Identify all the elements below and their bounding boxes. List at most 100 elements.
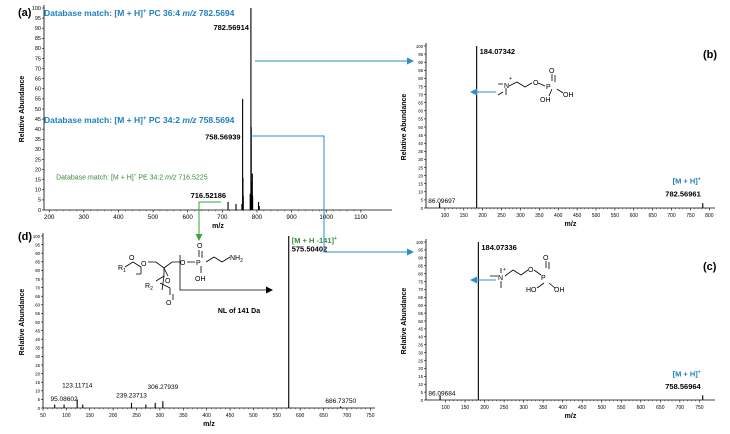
y-tick-label: 0: [38, 406, 41, 411]
nitrogen-charge-b: +: [509, 76, 512, 82]
x-axis-label: m/z: [203, 421, 215, 428]
y-tick-label: 20: [418, 366, 423, 371]
y-tick-label: 85: [418, 264, 423, 269]
y-tick-label: 90: [35, 251, 40, 256]
x-tick-label: 200: [109, 413, 118, 419]
x-tick-label: 300: [156, 413, 165, 419]
peak-annotation: 86.09697: [428, 198, 455, 205]
x-tick-label: 900: [286, 214, 297, 221]
x-tick-label: 750: [695, 405, 704, 411]
y-tick-label: 100: [33, 234, 41, 239]
nitrogen-c: N: [498, 275, 503, 282]
hydroxyl-left-c: HO: [526, 287, 537, 294]
arrow-758-to-panel-c: [251, 135, 414, 256]
x-tick-label: 550: [273, 413, 282, 419]
peak-annotation: 306.27939: [147, 384, 178, 391]
y-tick-label: 75: [35, 56, 41, 62]
y-tick-label: 45: [418, 133, 423, 138]
y-tick-label: 5: [38, 198, 41, 204]
x-tick-label: 100: [441, 405, 450, 411]
y-tick-label: 55: [418, 311, 423, 316]
x-axis-label: m/z: [212, 223, 224, 230]
y-tick-label: 90: [418, 256, 423, 261]
y-tick-label: 30: [418, 157, 423, 162]
r1-group: R1: [118, 265, 126, 274]
oxygen-glycerol: O: [180, 260, 186, 267]
x-tick-label: 600: [296, 413, 305, 419]
y-tick-label: 60: [35, 87, 41, 93]
panel-label: (c): [703, 261, 717, 273]
neutral-loss-label: NL of 141 Da: [218, 308, 260, 315]
peak-annotation: 184.07336: [481, 243, 516, 252]
peak-annotation: 575.50402: [292, 244, 327, 253]
x-tick-label: 150: [460, 213, 469, 219]
oxygen-ester-b: O: [533, 80, 539, 87]
phosphorus-b: P: [546, 84, 551, 91]
y-tick-label: 80: [418, 271, 423, 276]
y-tick-label: 50: [35, 320, 40, 325]
panel-b-spectrum: 0 5 10 15 20 25 30 35 40 45 50 55 60 65 70 75 80 85 90 95 10…: [401, 43, 717, 228]
y-tick-label: 100: [32, 6, 41, 12]
x-tick-label: 350: [539, 405, 548, 411]
x-tick-label: 800: [705, 213, 714, 219]
y-axis-label: Relative Abundance: [19, 289, 26, 356]
x-tick-label: 100: [62, 413, 71, 419]
lipid-structure-d: R1 O O R2 O O O P O OH NH2: [118, 243, 273, 307]
x-tick-label: 200: [478, 213, 487, 219]
panel-label: (b): [703, 49, 717, 61]
y-tick-label: 30: [35, 147, 41, 153]
x-tick-label: 600: [630, 213, 639, 219]
y-tick-label: 55: [35, 311, 40, 316]
x-tick-label: 300: [516, 213, 525, 219]
oxygen-ester-1: O: [141, 261, 147, 268]
y-tick-label: 65: [418, 295, 423, 300]
y-tick-label: 15: [35, 380, 40, 385]
x-tick-label: 250: [497, 213, 506, 219]
ion-label: [M + H]+: [673, 369, 701, 378]
y-tick-label: 50: [418, 319, 423, 324]
y-tick-label: 70: [418, 287, 423, 292]
peak-annotation: 782.56961: [665, 190, 700, 199]
y-tick-label: 25: [35, 157, 41, 163]
y-axis-label: Relative Abundance: [401, 288, 408, 355]
y-tick-label: 40: [35, 337, 40, 342]
phosphocholine-structure-c: N + O P O HO OH: [470, 255, 565, 294]
y-tick-label: 15: [35, 178, 41, 184]
y-tick-label: 70: [418, 92, 423, 97]
x-tick-label: 500: [592, 213, 601, 219]
y-tick-label: 75: [35, 277, 40, 282]
peak-annotation: 782.56914: [213, 23, 249, 32]
y-tick-label: 25: [418, 358, 423, 363]
y-tick-label: 10: [35, 389, 40, 394]
y-tick-label: 45: [418, 327, 423, 332]
y-tick-label: 85: [418, 68, 423, 73]
panel-label: (a): [18, 7, 32, 19]
y-tick-label: 95: [35, 16, 41, 22]
x-tick-label: 150: [86, 413, 95, 419]
y-tick-label: 35: [418, 149, 423, 154]
fragmentation-bracket: [179, 255, 273, 294]
y-tick-label: 95: [418, 52, 423, 57]
peak-annotation: 758.56964: [665, 382, 701, 391]
r2-group: R2: [145, 283, 153, 292]
x-tick-label: 250: [132, 413, 141, 419]
hydroxyl-right-c: OH: [554, 287, 565, 294]
nitrogen-b: N: [504, 83, 509, 90]
y-tick-label: 65: [35, 77, 41, 83]
peak-annotation: 123.11714: [62, 382, 93, 389]
database-match-label: Database match: [M + H]+ PC 34:2 m/z 758…: [44, 115, 235, 125]
x-tick-label: 250: [500, 405, 509, 411]
y-tick-label: 95: [418, 248, 423, 253]
y-tick-label: 65: [418, 101, 423, 106]
peak-annotation: 758.56939: [205, 132, 240, 141]
x-tick-label: 1000: [319, 214, 333, 221]
y-tick-label: 90: [418, 60, 423, 65]
peak-annotation: 95.08602: [51, 396, 78, 403]
y-tick-label: 10: [418, 190, 423, 195]
y-tick-label: 5: [38, 397, 41, 402]
y-tick-label: 45: [35, 117, 41, 123]
x-tick-label: 300: [519, 405, 528, 411]
y-tick-label: 5: [421, 390, 424, 395]
y-tick-label: 55: [35, 97, 41, 103]
